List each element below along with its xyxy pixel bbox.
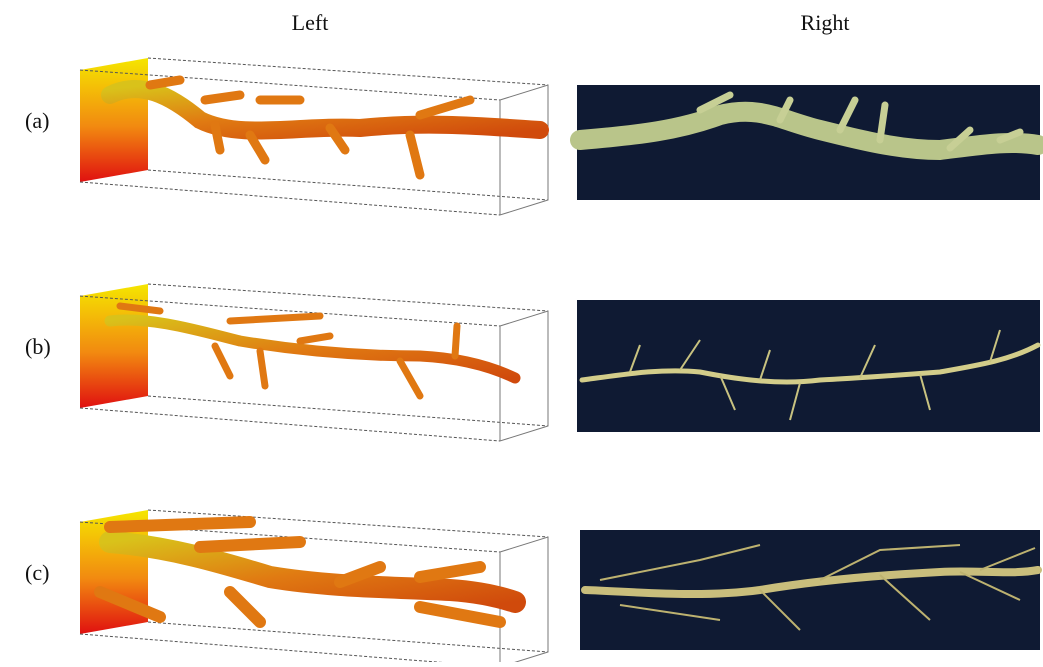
page: Left Right (a) (b) (c) (() => { const da… [0,0,1043,662]
column-header: Left [292,10,329,35]
photo-right-a [577,85,1040,200]
column-header: Right [801,10,850,35]
render-left-a [80,58,548,215]
row-label: (a) [25,108,49,133]
render-left-c [80,510,548,662]
figure: Left Right (a) (b) (c) [0,0,1043,662]
photo-right-b [577,300,1040,432]
row-label: (b) [25,334,51,359]
photo-right-c [580,530,1040,650]
row-label: (c) [25,560,49,585]
render-left-b [80,284,548,441]
